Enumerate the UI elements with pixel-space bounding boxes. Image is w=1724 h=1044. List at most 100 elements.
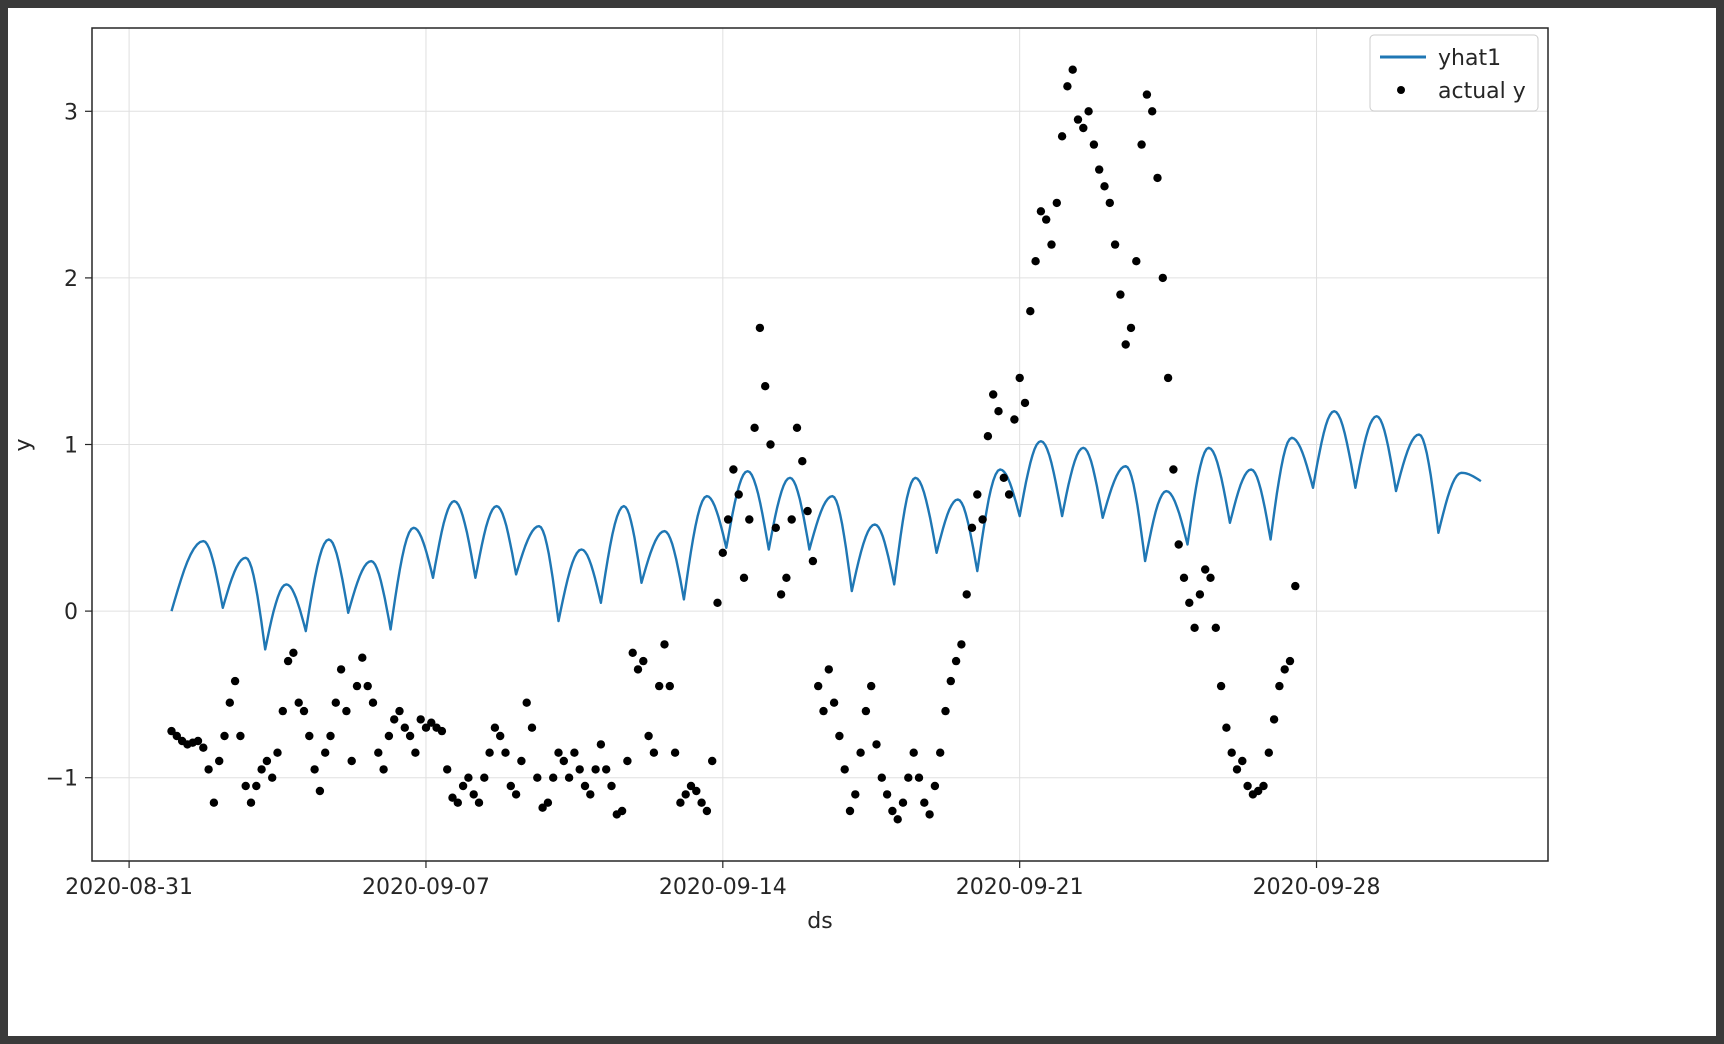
legend-label-actual: actual y [1438, 79, 1526, 104]
scatter-point-actual-y [427, 718, 436, 727]
scatter-point-actual-y [437, 726, 447, 736]
scatter-point-actual-y [299, 706, 309, 716]
scatter-point-actual-y [792, 423, 802, 432]
scatter-point-actual-y [1232, 765, 1242, 774]
scatter-point-actual-y [289, 648, 298, 657]
scatter-point-actual-y [723, 515, 733, 524]
scatter-point-actual-y [845, 806, 855, 816]
scatter-point-actual-y [1004, 490, 1014, 499]
scatter-point-actual-y [554, 748, 563, 757]
scatter-point-actual-y [591, 765, 600, 774]
scatter-point-actual-y [379, 765, 388, 774]
scatter-point-actual-y [400, 723, 409, 732]
scatter-point-actual-y [989, 390, 998, 399]
scatter-point-actual-y [273, 748, 282, 757]
scatter-point-actual-y [1084, 107, 1093, 116]
scatter-point-actual-y [936, 748, 945, 757]
scatter-point-actual-y [665, 681, 674, 691]
scatter-point-actual-y [1095, 165, 1104, 174]
scatter-point-actual-y [697, 798, 706, 807]
scatter-point-actual-y [204, 765, 213, 774]
scatter-point-actual-y [363, 681, 372, 691]
scatter-point-actual-y [633, 665, 643, 674]
scatter-point-actual-y [898, 798, 908, 807]
scatter-point-actual-y [1285, 656, 1295, 666]
scatter-point-actual-y [824, 665, 833, 674]
x-tick-label: 2020-09-21 [956, 875, 1084, 900]
chart-svg: 2020-08-31 2020-09-07 2020-09-14 2020-09-21… [11, 27, 1549, 934]
scatter-point-actual-y [596, 740, 606, 749]
scatter-point-actual-y [766, 440, 775, 449]
scatter-point-actual-y [1158, 273, 1168, 283]
scatter-point-actual-y [511, 790, 521, 799]
scatter-point-actual-y [1163, 373, 1173, 383]
scatter-point-actual-y [443, 765, 452, 774]
scatter-point-actual-y [1026, 307, 1035, 316]
scatter-point-actual-y [1185, 598, 1194, 607]
scatter-point-actual-y [527, 723, 537, 732]
scatter-point-actual-y [1153, 173, 1162, 183]
x-axis-label: ds [807, 909, 832, 934]
scatter-point-actual-y [639, 656, 648, 666]
scatter-point-actual-y [946, 676, 955, 686]
scatter-point-actual-y [1116, 290, 1125, 299]
scatter-point-actual-y [580, 781, 590, 791]
scatter-point-actual-y [681, 790, 690, 799]
scatter-point-actual-y [750, 423, 759, 432]
scatter-point-actual-y [1238, 756, 1247, 766]
scatter-point-actual-y [1020, 398, 1030, 408]
scatter-point-actual-y [1222, 723, 1231, 732]
scatter-point-actual-y [236, 731, 245, 741]
scatter-point-actual-y [708, 756, 717, 766]
scatter-point-actual-y [374, 748, 383, 757]
scatter-point-actual-y [209, 798, 219, 807]
scatter-point-actual-y [893, 815, 902, 824]
scatter-point-actual-y [761, 382, 770, 391]
scatter-point-actual-y [448, 793, 457, 802]
scatter-point-actual-y [1243, 781, 1252, 791]
scatter-point-actual-y [872, 740, 881, 749]
scatter-point-actual-y [241, 781, 250, 791]
scatter-point-actual-y [283, 656, 293, 666]
scatter-point-actual-y [315, 786, 325, 796]
scatter-point-actual-y [829, 698, 839, 707]
y-tick-label: 1 [64, 434, 78, 459]
scatter-point-actual-y [230, 676, 240, 686]
scatter-point-actual-y [808, 556, 818, 566]
scatter-point-actual-y [1047, 240, 1056, 249]
scatter-point-actual-y [1190, 623, 1199, 632]
scatter-point-actual-y [575, 765, 584, 774]
scatter-point-actual-y [644, 731, 653, 741]
scatter-point-actual-y [1195, 590, 1205, 599]
scatter-point-actual-y [867, 681, 876, 691]
scatter-point-actual-y [384, 731, 394, 741]
scatter-point-actual-y [1227, 748, 1236, 757]
scatter-point-actual-y [1269, 715, 1279, 724]
scatter-point-actual-y [1057, 132, 1067, 141]
scatter-point-actual-y [1068, 65, 1077, 74]
scatter-point-actual-y [342, 706, 351, 716]
scatter-point-actual-y [978, 515, 987, 524]
scatter-point-actual-y [1142, 90, 1152, 99]
scatter-point-actual-y [485, 748, 494, 757]
figure-canvas: 2020-08-31 2020-09-07 2020-09-14 2020-09-21… [8, 8, 1716, 1036]
x-tick-label: 2020-08-31 [65, 875, 193, 900]
scatter-point-actual-y [321, 748, 330, 757]
scatter-point-actual-y [411, 748, 420, 757]
scatter-point-actual-y [1121, 340, 1130, 349]
scatter-point-actual-y [1010, 415, 1019, 424]
scatter-point-actual-y [617, 806, 627, 816]
scatter-point-actual-y [268, 773, 277, 782]
scatter-point-actual-y [1280, 665, 1289, 674]
x-tick-label: 2020-09-14 [659, 875, 787, 900]
scatter-point-actual-y [331, 698, 340, 707]
scatter-point-actual-y [326, 731, 335, 741]
x-tick-label: 2020-09-28 [1253, 875, 1381, 900]
y-tick-label: 2 [64, 267, 78, 292]
scatter-point-actual-y [729, 465, 738, 474]
series-layer [167, 65, 1482, 824]
scatter-point-actual-y [798, 457, 807, 466]
scatter-point-actual-y [670, 748, 680, 757]
legend-marker-swatch [1397, 86, 1405, 94]
scatter-point-actual-y [771, 523, 780, 532]
